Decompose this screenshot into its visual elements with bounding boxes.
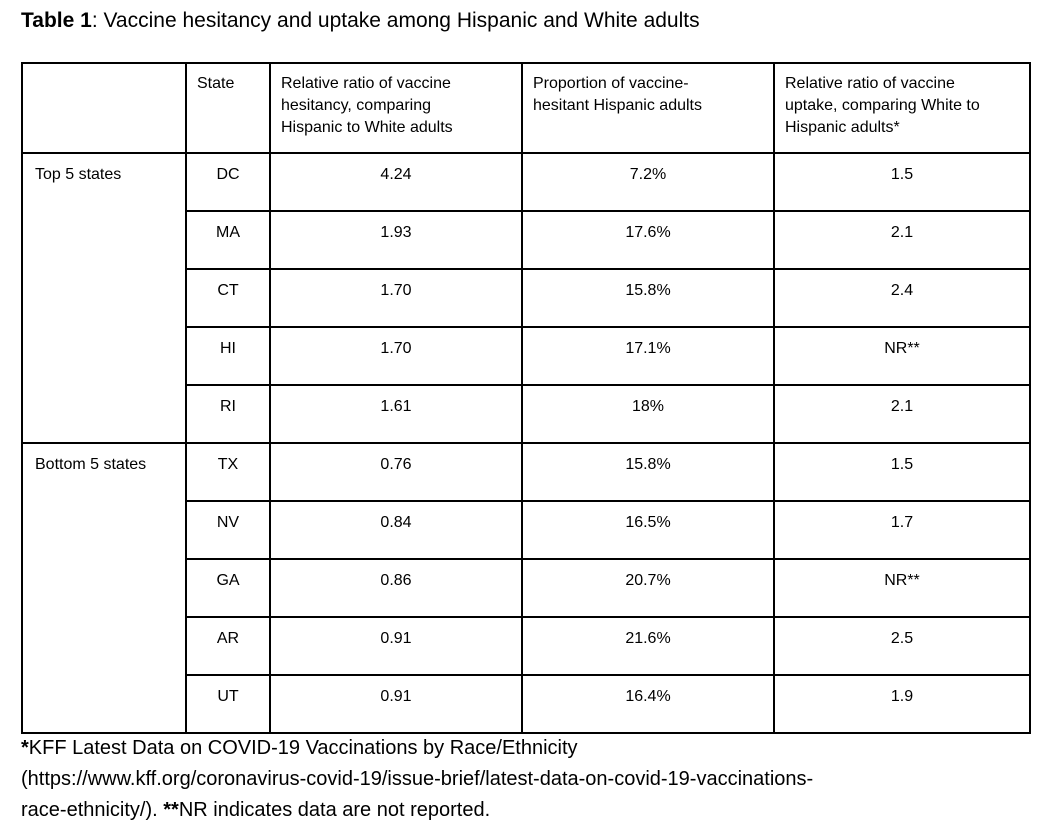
table-row: Bottom 5 states TX 0.76 15.8% 1.5 bbox=[21, 442, 1031, 734]
col-header-hesitant-proportion: Proportion of vaccine-hesitant Hispanic … bbox=[521, 62, 775, 154]
hesitant-proportion-cell: 17.1% bbox=[521, 326, 775, 386]
footnote-source-text: KFF Latest Data on COVID-19 Vaccinations… bbox=[28, 737, 578, 759]
state-cell: NV bbox=[185, 500, 271, 560]
hesitant-proportion-cell: 20.7% bbox=[521, 558, 775, 618]
hesitancy-ratio-cell: 0.86 bbox=[269, 558, 523, 618]
hesitancy-ratio-cell: 4.24 bbox=[269, 152, 523, 212]
footnote-nr-asterisks: ** bbox=[163, 799, 179, 821]
table-caption-text: : Vaccine hesitancy and uptake among His… bbox=[91, 9, 700, 32]
footnote-url-end: race-ethnicity/). bbox=[21, 799, 164, 821]
table-row: UT 0.91 16.4% 1.9 bbox=[22, 674, 1031, 734]
state-cell: AR bbox=[185, 616, 271, 676]
uptake-ratio-cell: 1.9 bbox=[773, 674, 1031, 734]
table-caption: Table 1: Vaccine hesitancy and uptake am… bbox=[21, 8, 700, 34]
hesitant-proportion-cell: 7.2% bbox=[521, 152, 775, 212]
data-table: State Relative ratio of vaccine hesitanc… bbox=[21, 62, 1031, 734]
uptake-ratio-cell: 2.4 bbox=[773, 268, 1031, 328]
footnote-nr-text: NR indicates data are not reported. bbox=[178, 799, 491, 821]
table-row: CT 1.70 15.8% 2.4 bbox=[22, 268, 1031, 328]
hesitancy-ratio-cell: 0.84 bbox=[269, 500, 523, 560]
state-cell: TX bbox=[185, 442, 271, 502]
col-header-uptake-ratio: Relative ratio of vaccine uptake, compar… bbox=[773, 62, 1031, 154]
state-cell: HI bbox=[185, 326, 271, 386]
table-row: MA 1.93 17.6% 2.1 bbox=[22, 210, 1031, 270]
header-row: State Relative ratio of vaccine hesitanc… bbox=[21, 62, 1031, 154]
hesitant-proportion-cell: 18% bbox=[521, 384, 775, 444]
table-row: AR 0.91 21.6% 2.5 bbox=[22, 616, 1031, 676]
uptake-ratio-cell: 1.7 bbox=[773, 500, 1031, 560]
row-group-label-top5: Top 5 states bbox=[21, 152, 187, 444]
table-row: RI 1.61 18% 2.1 bbox=[22, 384, 1031, 444]
hesitancy-ratio-cell: 1.93 bbox=[269, 210, 523, 270]
hesitant-proportion-cell: 17.6% bbox=[521, 210, 775, 270]
uptake-ratio-cell: 2.5 bbox=[773, 616, 1031, 676]
uptake-ratio-cell: 1.5 bbox=[773, 442, 1031, 502]
uptake-ratio-cell: NR** bbox=[773, 558, 1031, 618]
footnote-line3: race-ethnicity/). **NR indicates data ar… bbox=[21, 799, 490, 821]
state-cell: GA bbox=[185, 558, 271, 618]
hesitancy-ratio-cell: 0.91 bbox=[269, 674, 523, 734]
state-cell: CT bbox=[185, 268, 271, 328]
uptake-ratio-cell: 2.1 bbox=[773, 210, 1031, 270]
hesitancy-ratio-cell: 1.61 bbox=[269, 384, 523, 444]
footnote-line1: *KFF Latest Data on COVID-19 Vaccination… bbox=[21, 737, 578, 759]
table-row: GA 0.86 20.7% NR** bbox=[22, 558, 1031, 618]
hesitant-proportion-cell: 16.5% bbox=[521, 500, 775, 560]
hesitancy-ratio-cell: 1.70 bbox=[269, 268, 523, 328]
hesitancy-ratio-cell: 1.70 bbox=[269, 326, 523, 386]
state-cell: MA bbox=[185, 210, 271, 270]
footnote: *KFF Latest Data on COVID-19 Vaccination… bbox=[21, 733, 1051, 826]
hesitant-proportion-cell: 21.6% bbox=[521, 616, 775, 676]
footnote-url-line: (https://www.kff.org/coronavirus-covid-1… bbox=[21, 768, 814, 790]
hesitant-proportion-cell: 16.4% bbox=[521, 674, 775, 734]
uptake-ratio-cell: NR** bbox=[773, 326, 1031, 386]
state-cell: RI bbox=[185, 384, 271, 444]
table-row: NV 0.84 16.5% 1.7 bbox=[22, 500, 1031, 560]
table-caption-number: Table 1 bbox=[21, 9, 92, 32]
table-row: Top 5 states DC 4.24 7.2% 1.5 bbox=[21, 152, 1031, 444]
hesitancy-ratio-cell: 0.91 bbox=[269, 616, 523, 676]
hesitancy-ratio-cell: 0.76 bbox=[269, 442, 523, 502]
row-group-label-bottom5: Bottom 5 states bbox=[21, 442, 187, 734]
hesitant-proportion-cell: 15.8% bbox=[521, 268, 775, 328]
col-header-state: State bbox=[185, 62, 271, 154]
uptake-ratio-cell: 1.5 bbox=[773, 152, 1031, 212]
state-cell: DC bbox=[185, 152, 271, 212]
col-header-hesitancy-ratio: Relative ratio of vaccine hesitancy, com… bbox=[269, 62, 523, 154]
table-row: HI 1.70 17.1% NR** bbox=[22, 326, 1031, 386]
state-cell: UT bbox=[185, 674, 271, 734]
uptake-ratio-cell: 2.1 bbox=[773, 384, 1031, 444]
footnote-source-asterisk: * bbox=[21, 737, 29, 759]
hesitant-proportion-cell: 15.8% bbox=[521, 442, 775, 502]
col-header-group bbox=[21, 62, 187, 154]
